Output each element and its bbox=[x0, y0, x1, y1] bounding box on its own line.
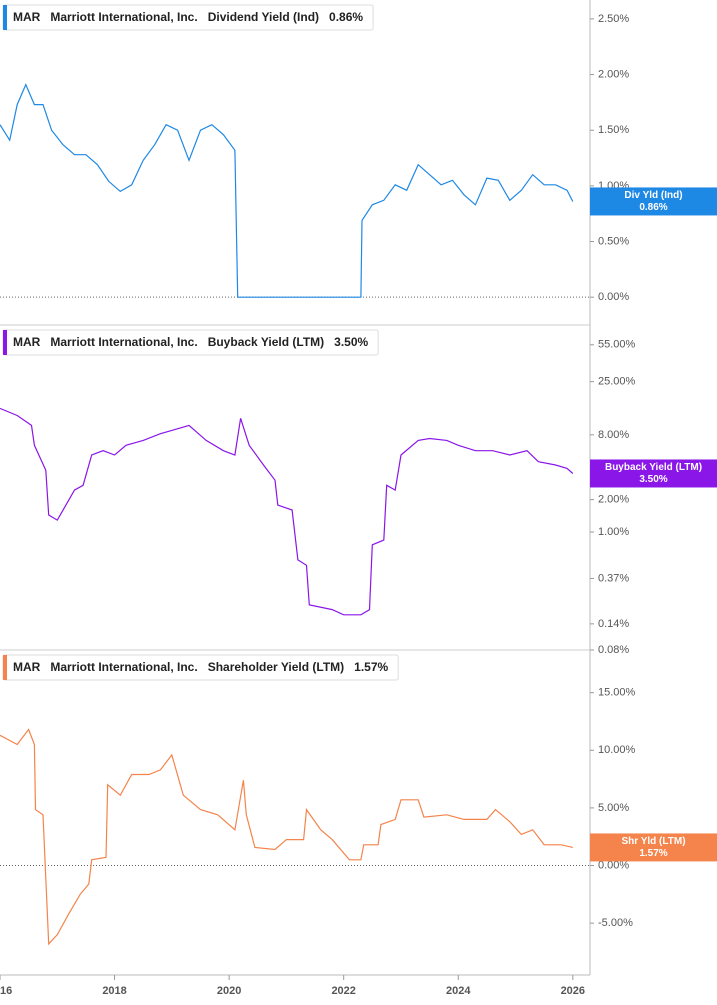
value-badge bbox=[590, 187, 717, 216]
y-tick-label: 2.50% bbox=[598, 13, 629, 25]
y-tick-label: 2.00% bbox=[598, 494, 629, 506]
x-tick-label: 2024 bbox=[446, 985, 471, 997]
legend-text: Marriott International, Inc. bbox=[50, 660, 197, 674]
x-tick-label: 2016 bbox=[0, 985, 12, 997]
y-tick-label: 0.00% bbox=[598, 291, 629, 303]
legend-text: Marriott International, Inc. bbox=[50, 10, 197, 24]
y-tick-label: 0.00% bbox=[598, 859, 629, 871]
y-tick-label: 1.00% bbox=[598, 526, 629, 538]
series-line bbox=[0, 407, 574, 616]
legend: MAR Marriott International, Inc. Sharehold… bbox=[2, 654, 399, 681]
legend-swatch bbox=[3, 655, 7, 680]
legend: MAR Marriott International, Inc. Dividend … bbox=[2, 4, 374, 31]
legend-swatch bbox=[3, 330, 7, 355]
legend-text: 0.86% bbox=[329, 10, 363, 24]
y-tick-label: 15.00% bbox=[598, 687, 636, 699]
series-line bbox=[0, 728, 573, 946]
y-tick-label: 55.00% bbox=[598, 339, 636, 351]
y-tick-label: 10.00% bbox=[598, 744, 636, 756]
legend-text: Shareholder Yield (LTM) bbox=[208, 660, 344, 674]
badge-value: 1.57% bbox=[639, 848, 667, 859]
legend-text: 3.50% bbox=[334, 335, 368, 349]
badge-label: Div Yld (Ind) bbox=[624, 190, 682, 201]
legend-swatch bbox=[3, 5, 7, 30]
badge-value: 3.50% bbox=[639, 474, 667, 485]
x-tick-label: 2026 bbox=[561, 985, 585, 997]
x-tick-label: 2018 bbox=[102, 985, 126, 997]
legend-text: MAR bbox=[13, 335, 41, 349]
series-line bbox=[0, 83, 574, 298]
y-tick-label: -5.00% bbox=[598, 917, 633, 929]
value-badge bbox=[590, 459, 717, 488]
y-tick-label: 0.50% bbox=[598, 235, 629, 247]
legend-text: MAR bbox=[13, 10, 41, 24]
legend-text: Marriott International, Inc. bbox=[50, 335, 197, 349]
badge-label: Buyback Yield (LTM) bbox=[605, 462, 702, 473]
legend-text: Dividend Yield (Ind) bbox=[208, 10, 319, 24]
legend-text: MAR bbox=[13, 660, 41, 674]
badge-label: Shr Yld (LTM) bbox=[621, 836, 685, 847]
legend-text: Buyback Yield (LTM) bbox=[208, 335, 324, 349]
y-tick-label: 8.00% bbox=[598, 429, 629, 441]
legend-text: 1.57% bbox=[354, 660, 388, 674]
y-tick-label: 2.00% bbox=[598, 68, 629, 80]
y-tick-label: 25.00% bbox=[598, 376, 636, 388]
y-tick-label: 0.37% bbox=[598, 572, 629, 584]
y-tick-label: 0.14% bbox=[598, 618, 629, 630]
value-badge bbox=[590, 833, 717, 862]
x-tick-label: 2022 bbox=[331, 985, 355, 997]
y-tick-label: 5.00% bbox=[598, 802, 629, 814]
badge-value: 0.86% bbox=[639, 202, 667, 213]
y-tick-label: 1.50% bbox=[598, 124, 629, 136]
x-tick-label: 2020 bbox=[217, 985, 241, 997]
legend: MAR Marriott International, Inc. Buyback Y… bbox=[2, 329, 379, 356]
y-tick-label: 0.08% bbox=[598, 644, 629, 656]
